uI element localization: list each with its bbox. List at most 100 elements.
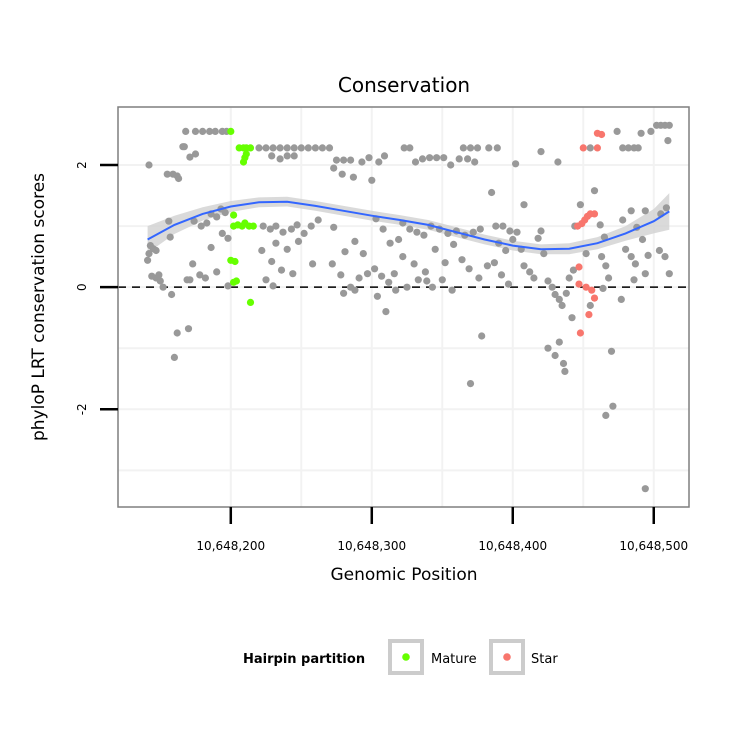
x-tick-label: 10,648,500	[619, 539, 688, 553]
data-point-other	[431, 245, 439, 253]
data-point-other	[166, 233, 174, 241]
data-point-other	[526, 268, 534, 276]
data-point-other	[304, 144, 312, 152]
data-point-other	[662, 204, 671, 212]
data-point-other	[386, 239, 394, 247]
data-point-other	[492, 222, 500, 230]
data-point-other	[624, 144, 633, 152]
data-point-other	[189, 260, 197, 268]
data-point-other	[378, 272, 386, 280]
data-point-other	[375, 158, 383, 166]
plot-panel-border	[117, 106, 690, 508]
data-point-mature	[242, 150, 250, 158]
data-point-other	[634, 144, 642, 152]
data-point-mature	[249, 222, 257, 230]
data-point-other	[537, 148, 545, 156]
data-point-other	[221, 209, 229, 217]
data-point-other	[447, 161, 455, 169]
data-point-other	[272, 239, 280, 247]
x-axis: 10,648,200 10,648,300 10,648,400 10,648,500	[196, 507, 688, 553]
data-point-other	[290, 152, 298, 160]
loess-smooth-line	[147, 200, 670, 251]
data-point-other	[309, 260, 317, 268]
data-point-other	[490, 259, 498, 267]
data-point-other	[455, 155, 463, 163]
data-point-mature	[232, 277, 240, 285]
data-point-other	[351, 286, 359, 294]
data-point-other	[520, 201, 528, 209]
data-point-star	[590, 294, 599, 302]
data-point-other	[337, 271, 345, 279]
data-point-other	[182, 127, 190, 135]
data-point-other	[644, 251, 652, 259]
data-point-other	[607, 347, 616, 355]
data-point-other	[156, 277, 164, 285]
data-point-other	[365, 154, 373, 162]
data-point-other	[509, 235, 517, 244]
data-point-other	[664, 137, 672, 145]
data-point-other	[555, 295, 563, 303]
data-point-other	[569, 266, 578, 274]
data-point-other	[368, 176, 376, 184]
data-point-other	[385, 278, 393, 286]
data-point-other	[665, 270, 673, 278]
scatter-points	[144, 121, 673, 493]
data-point-other	[641, 485, 649, 493]
data-point-other	[224, 234, 232, 242]
data-point-other	[555, 338, 563, 346]
data-point-other	[371, 265, 379, 273]
data-point-other	[330, 223, 338, 231]
data-point-other	[395, 235, 403, 244]
data-point-star	[590, 210, 599, 218]
data-point-other	[359, 250, 367, 258]
data-point-other	[328, 260, 336, 268]
data-point-other	[559, 359, 568, 368]
legend-title: Hairpin partition	[243, 652, 365, 667]
data-point-other	[307, 222, 315, 230]
data-point-star	[598, 130, 606, 139]
data-point-star	[576, 329, 585, 337]
data-point-other	[358, 158, 366, 166]
data-point-other	[173, 172, 181, 180]
data-point-other	[272, 222, 280, 230]
data-point-other	[637, 129, 645, 137]
data-point-other	[196, 271, 204, 279]
data-point-other	[173, 329, 181, 337]
plot-panel	[118, 107, 689, 507]
data-point-other	[144, 256, 152, 264]
data-point-other	[466, 144, 475, 152]
x-axis-title: Genomic Position	[330, 565, 477, 585]
data-point-other	[483, 262, 491, 270]
data-point-other	[207, 243, 215, 252]
data-point-other	[262, 144, 270, 152]
data-point-other	[540, 250, 548, 258]
y-tick-label: 2	[75, 161, 89, 169]
data-point-other	[544, 344, 552, 352]
data-point-other	[511, 160, 520, 168]
data-point-other	[213, 213, 221, 221]
data-point-other	[289, 270, 297, 278]
data-point-other	[363, 270, 372, 278]
data-point-other	[440, 154, 448, 162]
data-point-other	[544, 277, 552, 285]
data-point-other	[410, 260, 418, 268]
data-point-other	[488, 188, 496, 197]
data-point-other	[537, 227, 545, 235]
data-point-other	[269, 144, 277, 152]
data-point-other	[586, 301, 594, 310]
data-point-other	[293, 221, 301, 229]
data-point-other	[641, 270, 649, 278]
data-point-star	[588, 286, 596, 294]
data-point-other	[325, 144, 334, 152]
data-point-other	[283, 152, 291, 160]
data-point-other	[414, 276, 422, 284]
data-point-star	[579, 144, 587, 152]
data-point-star	[593, 144, 602, 152]
legend-mature-marker	[402, 653, 410, 661]
data-point-other	[513, 228, 521, 236]
data-point-other	[428, 283, 436, 291]
data-point-other	[450, 240, 458, 248]
data-point-other	[201, 274, 209, 282]
data-point-other	[224, 282, 232, 290]
data-point-other	[622, 245, 630, 253]
